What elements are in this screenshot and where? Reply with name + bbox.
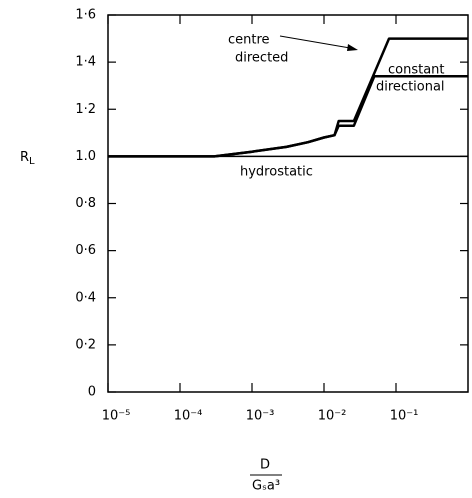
annotation: constant bbox=[388, 63, 445, 78]
y-tick-label: 1.0 bbox=[75, 149, 96, 164]
y-tick-label: 1·4 bbox=[75, 55, 96, 70]
y-tick-label: 1·6 bbox=[75, 8, 96, 23]
y-tick-label: 0·2 bbox=[75, 337, 96, 352]
annotation: directional bbox=[376, 80, 445, 95]
y-label-main: R bbox=[20, 150, 29, 165]
series-line bbox=[108, 75, 468, 158]
x-label-denominator: Gₛa³ bbox=[252, 479, 280, 494]
y-tick-label: 1·2 bbox=[75, 102, 96, 117]
x-tick-label: 10⁻² bbox=[318, 409, 347, 424]
x-tick-label: 10⁻³ bbox=[246, 409, 275, 424]
y-axis-label: RL bbox=[20, 150, 35, 168]
x-tick-label: 10⁻¹ bbox=[390, 409, 419, 424]
x-tick-label: 10⁻⁵ bbox=[102, 409, 131, 424]
y-tick-label: 0·4 bbox=[75, 290, 96, 305]
annotation-arrow bbox=[279, 35, 351, 49]
annotation: directed bbox=[235, 51, 288, 66]
y-tick-label: 0 bbox=[88, 385, 96, 400]
x-label-numerator: D bbox=[260, 458, 270, 473]
y-tick-label: 0·8 bbox=[75, 196, 96, 211]
y-tick-label: 0·6 bbox=[75, 243, 96, 258]
x-tick-label: 10⁻⁴ bbox=[174, 409, 203, 424]
annotation: hydrostatic bbox=[240, 165, 313, 180]
y-label-sub: L bbox=[29, 156, 35, 167]
annotation: centre bbox=[228, 33, 270, 48]
arrow-head bbox=[347, 44, 358, 51]
